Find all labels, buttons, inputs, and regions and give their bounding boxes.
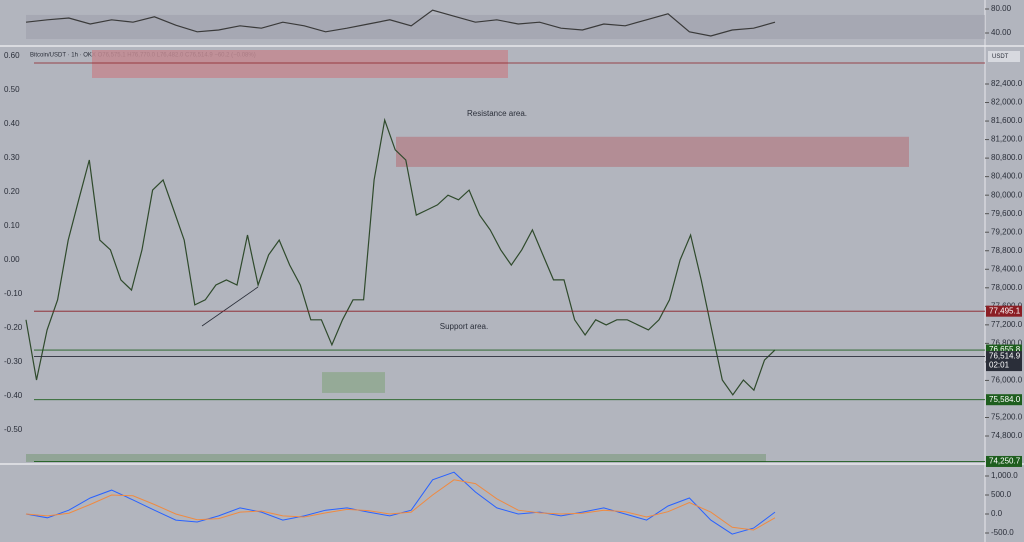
price-tag-label: 74,250.7 xyxy=(989,457,1021,466)
y-tick-label: 79,200.0 xyxy=(991,227,1023,236)
y-tick-label: 78,400.0 xyxy=(991,264,1023,273)
price-tag xyxy=(986,351,1022,372)
y2-tick-label: 0.00 xyxy=(4,255,20,264)
currency-label: USDT xyxy=(992,54,1009,60)
price-line xyxy=(25,9,776,37)
y-tick-label: 74,800.0 xyxy=(991,431,1023,440)
y-tick-label: 81,200.0 xyxy=(991,135,1023,144)
y2-tick-label: -0.10 xyxy=(4,289,23,298)
rsi-band xyxy=(26,14,985,40)
price-tag-label: 76,655.8 xyxy=(989,345,1021,354)
macd-line xyxy=(25,479,776,531)
y-tick-label: 80,800.0 xyxy=(991,153,1023,162)
y2-tick-label: -0.20 xyxy=(4,323,23,332)
zone xyxy=(396,136,909,167)
y-tick-label: 78,800.0 xyxy=(991,246,1023,255)
y-tick-label: 76,800.0 xyxy=(991,338,1023,347)
annotation: Resistance area. xyxy=(467,109,527,118)
y2-tick-label: -0.30 xyxy=(4,357,23,366)
y-tick-label: 80,400.0 xyxy=(991,172,1023,181)
price-tag xyxy=(986,344,1022,356)
zone xyxy=(322,372,385,393)
y-tick-label: 75,200.0 xyxy=(991,413,1023,422)
y-tick-label: 82,000.0 xyxy=(991,98,1023,107)
countdown: 02:01 xyxy=(989,361,1010,370)
y2-tick-label: 0.60 xyxy=(4,51,20,60)
price-line xyxy=(25,117,776,396)
y2-tick-label: 0.10 xyxy=(4,221,20,230)
price-tag-label: 77,495.1 xyxy=(989,306,1021,315)
y-tick-label: 77,200.0 xyxy=(991,320,1023,329)
y-tick-label: -500.0 xyxy=(991,528,1014,537)
price-tag-label: 75,584.0 xyxy=(989,395,1021,404)
price-tag xyxy=(986,394,1022,406)
y2-tick-label: -0.50 xyxy=(4,425,23,434)
y-tick-label: 1,000.0 xyxy=(991,471,1018,480)
price-tag-label: 76,514.9 xyxy=(989,352,1021,361)
trend-line xyxy=(201,286,259,327)
y2-tick-label: 0.50 xyxy=(4,85,20,94)
y-tick-label: 80,000.0 xyxy=(991,190,1023,199)
zone xyxy=(92,50,508,78)
y-tick-label: 78,000.0 xyxy=(991,283,1023,292)
y-tick-label: 0.0 xyxy=(991,509,1003,518)
y-tick-label: 79,600.0 xyxy=(991,209,1023,218)
annotation: Support area. xyxy=(440,322,488,331)
price-tag xyxy=(986,305,1022,317)
y2-tick-label: -0.40 xyxy=(4,391,23,400)
y-tick-label: 40.00 xyxy=(991,28,1012,37)
y-tick-label: 76,000.0 xyxy=(991,376,1023,385)
y-tick-label: 82,400.0 xyxy=(991,79,1023,88)
y2-tick-label: 0.40 xyxy=(4,119,20,128)
price-tag xyxy=(986,455,1022,467)
y2-tick-label: 0.30 xyxy=(4,153,20,162)
y-tick-label: 80.00 xyxy=(991,4,1012,13)
y-tick-label: 500.0 xyxy=(991,490,1012,499)
y2-tick-label: 0.20 xyxy=(4,187,20,196)
volume-base xyxy=(26,454,766,462)
currency-box xyxy=(988,51,1020,62)
y-tick-label: 81,600.0 xyxy=(991,116,1023,125)
